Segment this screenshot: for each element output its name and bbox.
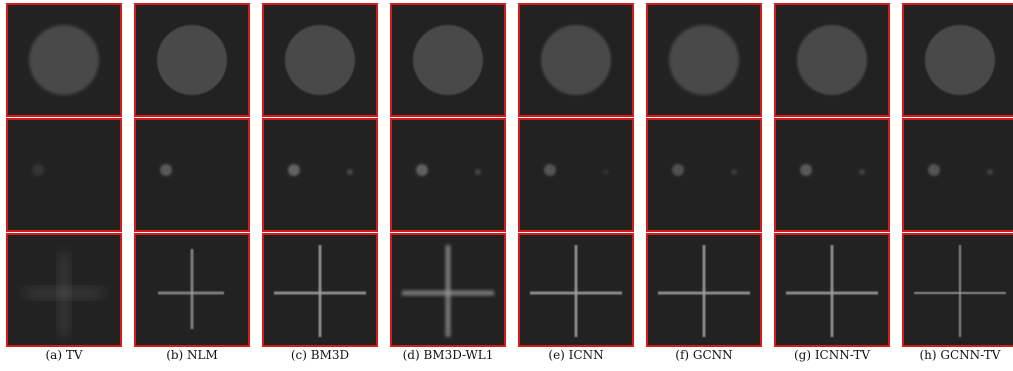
phantom-disk bbox=[797, 25, 867, 95]
tile-background bbox=[8, 120, 120, 230]
phantom-dot-large bbox=[416, 164, 428, 176]
tile-disk-a bbox=[6, 3, 122, 117]
tile-background bbox=[264, 120, 376, 230]
tile-disk-g bbox=[774, 3, 890, 117]
tile-background bbox=[648, 120, 760, 230]
tile-disk-e bbox=[518, 3, 634, 117]
phantom-dot-large bbox=[288, 164, 300, 176]
tile-background bbox=[136, 120, 248, 230]
panel-caption-e: (e) ICNN bbox=[548, 348, 604, 362]
tile-background bbox=[776, 120, 888, 230]
panel-caption-h: (h) GCNN-TV bbox=[919, 348, 1001, 362]
phantom-dot-large bbox=[160, 164, 172, 176]
tile-cross-d bbox=[390, 233, 506, 347]
tile-background bbox=[392, 120, 504, 230]
phantom-disk bbox=[669, 25, 739, 95]
phantom-cross-vertical bbox=[959, 245, 961, 337]
phantom-dot-small bbox=[731, 169, 737, 175]
phantom-cross-vertical bbox=[190, 249, 194, 329]
phantom-dot-small bbox=[859, 169, 865, 175]
phantom-disk bbox=[29, 25, 99, 95]
phantom-dot-large bbox=[32, 164, 44, 176]
tile-disk-b bbox=[134, 3, 250, 117]
panel-caption-d: (d) BM3D-WL1 bbox=[402, 348, 494, 362]
tile-cross-a bbox=[6, 233, 122, 347]
phantom-dot-large bbox=[544, 164, 556, 176]
tile-cross-f bbox=[646, 233, 762, 347]
phantom-dot-large bbox=[928, 164, 940, 176]
panel-caption-f: (f) GCNN bbox=[675, 348, 733, 362]
tile-disk-f bbox=[646, 3, 762, 117]
phantom-disk bbox=[541, 25, 611, 95]
phantom-dot-small bbox=[347, 169, 353, 175]
phantom-dot-large bbox=[800, 164, 812, 176]
tile-dots-e bbox=[518, 118, 634, 232]
phantom-dot-small bbox=[987, 169, 993, 175]
tile-dots-c bbox=[262, 118, 378, 232]
panel-caption-a: (a) TV bbox=[45, 348, 83, 362]
tile-background bbox=[520, 120, 632, 230]
phantom-cross-vertical bbox=[318, 245, 322, 337]
phantom-dot-large bbox=[672, 164, 684, 176]
tile-cross-g bbox=[774, 233, 890, 347]
phantom-disk bbox=[925, 25, 995, 95]
phantom-cross-vertical bbox=[830, 245, 834, 337]
phantom-disk bbox=[413, 25, 483, 95]
tile-dots-g bbox=[774, 118, 890, 232]
tile-background bbox=[904, 235, 1013, 345]
tile-dots-f bbox=[646, 118, 762, 232]
tile-dots-d bbox=[390, 118, 506, 232]
panel-caption-g: (g) ICNN-TV bbox=[793, 348, 871, 362]
phantom-dot-small bbox=[475, 169, 481, 175]
tile-dots-b bbox=[134, 118, 250, 232]
panel-caption-c: (c) BM3D bbox=[290, 348, 350, 362]
tile-disk-c bbox=[262, 3, 378, 117]
tile-cross-b bbox=[134, 233, 250, 347]
tile-background bbox=[904, 120, 1013, 230]
tile-disk-h bbox=[902, 3, 1013, 117]
phantom-cross-vertical bbox=[445, 245, 451, 337]
tile-dots-a bbox=[6, 118, 122, 232]
panel-caption-b: (b) NLM bbox=[166, 348, 218, 362]
phantom-cross-vertical bbox=[60, 253, 68, 335]
phantom-dot-small bbox=[603, 169, 609, 175]
phantom-cross-vertical bbox=[702, 245, 706, 337]
phantom-disk bbox=[285, 25, 355, 95]
tile-disk-d bbox=[390, 3, 506, 117]
tile-cross-c bbox=[262, 233, 378, 347]
tile-dots-h bbox=[902, 118, 1013, 232]
tile-cross-e bbox=[518, 233, 634, 347]
phantom-cross-vertical bbox=[574, 245, 578, 337]
tile-cross-h bbox=[902, 233, 1013, 347]
phantom-disk bbox=[157, 25, 227, 95]
